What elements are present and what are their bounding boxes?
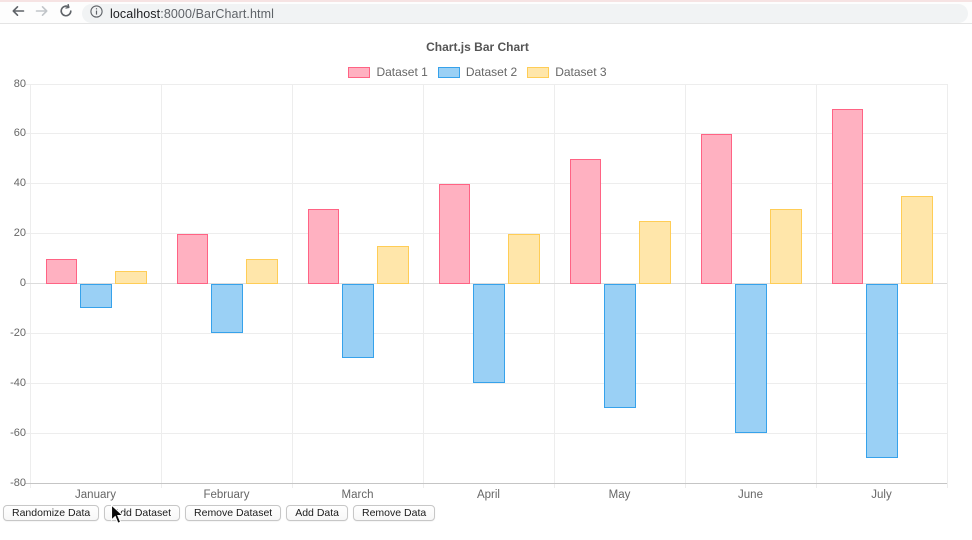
bar-january-dataset-2[interactable] bbox=[80, 283, 112, 309]
y-tick-label: 60 bbox=[13, 127, 26, 140]
add-dataset-button[interactable]: Add Dataset bbox=[104, 505, 181, 521]
x-grid-line bbox=[423, 84, 424, 488]
reload-button[interactable] bbox=[56, 3, 76, 23]
y-grid-line bbox=[25, 233, 947, 235]
back-button[interactable] bbox=[8, 4, 28, 22]
x-category-label: June bbox=[738, 489, 763, 501]
window-top-edge bbox=[0, 0, 972, 2]
legend-swatch-icon bbox=[348, 66, 371, 78]
y-grid-line bbox=[25, 183, 947, 185]
mouse-cursor-icon bbox=[110, 503, 125, 530]
info-icon[interactable] bbox=[90, 4, 103, 23]
bar-march-dataset-1[interactable] bbox=[307, 208, 339, 284]
x-grid-line bbox=[947, 84, 948, 488]
y-tick-label: -80 bbox=[10, 476, 26, 489]
y-tick-label: 80 bbox=[13, 77, 26, 90]
reload-icon bbox=[59, 3, 73, 23]
y-grid-line bbox=[25, 133, 947, 135]
bar-march-dataset-3[interactable] bbox=[377, 246, 409, 284]
bar-july-dataset-3[interactable] bbox=[901, 196, 933, 284]
legend-item-dataset-2[interactable]: Dataset 2 bbox=[437, 65, 518, 79]
chart-title: Chart.js Bar Chart bbox=[426, 40, 529, 54]
add-data-button[interactable]: Add Data bbox=[286, 505, 348, 521]
x-category-label: February bbox=[203, 489, 250, 501]
x-grid-line bbox=[816, 84, 817, 488]
x-grid-line bbox=[292, 84, 293, 488]
url-bar[interactable]: localhost:8000/BarChart.html bbox=[82, 4, 968, 23]
bar-july-dataset-1[interactable] bbox=[831, 108, 863, 284]
chart-legend: Dataset 1 Dataset 2 Dataset 3 bbox=[0, 65, 955, 79]
y-grid-line bbox=[25, 83, 947, 85]
bar-chart-canvas: Chart.js Bar Chart Dataset 1 Dataset 2 Dat… bbox=[0, 24, 972, 540]
bar-may-dataset-3[interactable] bbox=[639, 221, 671, 284]
url-host: localhost bbox=[110, 6, 161, 21]
x-grid-line bbox=[161, 84, 162, 488]
x-category-label: March bbox=[341, 489, 374, 501]
bar-june-dataset-3[interactable] bbox=[770, 208, 802, 284]
url-text: localhost:8000/BarChart.html bbox=[110, 7, 274, 21]
legend-swatch-icon bbox=[527, 66, 550, 78]
remove-dataset-button[interactable]: Remove Dataset bbox=[185, 505, 282, 521]
url-path: :8000/BarChart.html bbox=[160, 6, 275, 21]
y-tick-label: -60 bbox=[10, 426, 26, 439]
y-tick-label: 0 bbox=[19, 277, 26, 289]
bar-may-dataset-2[interactable] bbox=[604, 283, 636, 409]
bar-june-dataset-2[interactable] bbox=[735, 283, 767, 434]
x-category-label: May bbox=[608, 489, 631, 501]
y-tick-label: -40 bbox=[10, 376, 26, 389]
x-category-label: January bbox=[75, 489, 116, 501]
bar-june-dataset-1[interactable] bbox=[700, 133, 732, 284]
remove-data-button[interactable]: Remove Data bbox=[353, 505, 436, 521]
arrow-left-icon bbox=[11, 4, 25, 23]
x-grid-line bbox=[685, 84, 686, 488]
x-category-label: April bbox=[476, 489, 500, 501]
y-tick-label: 20 bbox=[13, 227, 26, 240]
bar-april-dataset-3[interactable] bbox=[508, 233, 540, 284]
buttons-row: Randomize Data Add Dataset Remove Dataset A… bbox=[3, 505, 436, 521]
legend-item-dataset-3[interactable]: Dataset 3 bbox=[527, 65, 607, 79]
y-grid-line bbox=[25, 482, 947, 484]
legend-label: Dataset 1 bbox=[376, 65, 428, 79]
forward-button[interactable] bbox=[32, 4, 52, 22]
bar-may-dataset-1[interactable] bbox=[569, 158, 601, 284]
arrow-right-icon bbox=[35, 4, 49, 23]
legend-label: Dataset 2 bbox=[465, 65, 518, 79]
y-grid-line bbox=[25, 432, 947, 434]
bar-february-dataset-3[interactable] bbox=[246, 258, 278, 284]
legend-swatch-icon bbox=[437, 66, 460, 78]
bar-january-dataset-3[interactable] bbox=[115, 271, 147, 284]
randomize-data-button[interactable]: Randomize Data bbox=[3, 505, 100, 521]
legend-label: Dataset 3 bbox=[555, 65, 607, 79]
bar-april-dataset-2[interactable] bbox=[473, 283, 505, 384]
bar-february-dataset-2[interactable] bbox=[211, 283, 243, 334]
x-grid-line bbox=[554, 84, 555, 488]
x-category-label: July bbox=[871, 489, 892, 501]
y-tick-label: 40 bbox=[13, 177, 26, 190]
legend-item-dataset-1[interactable]: Dataset 1 bbox=[348, 65, 428, 79]
y-tick-label: -20 bbox=[10, 326, 26, 339]
bar-april-dataset-1[interactable] bbox=[438, 183, 470, 284]
bar-july-dataset-2[interactable] bbox=[866, 283, 898, 459]
bar-march-dataset-2[interactable] bbox=[342, 283, 374, 359]
bar-february-dataset-1[interactable] bbox=[176, 233, 208, 284]
x-grid-line bbox=[30, 84, 31, 488]
browser-toolbar: localhost:8000/BarChart.html bbox=[0, 2, 972, 24]
y-grid-line bbox=[25, 382, 947, 384]
bar-january-dataset-1[interactable] bbox=[45, 258, 77, 284]
